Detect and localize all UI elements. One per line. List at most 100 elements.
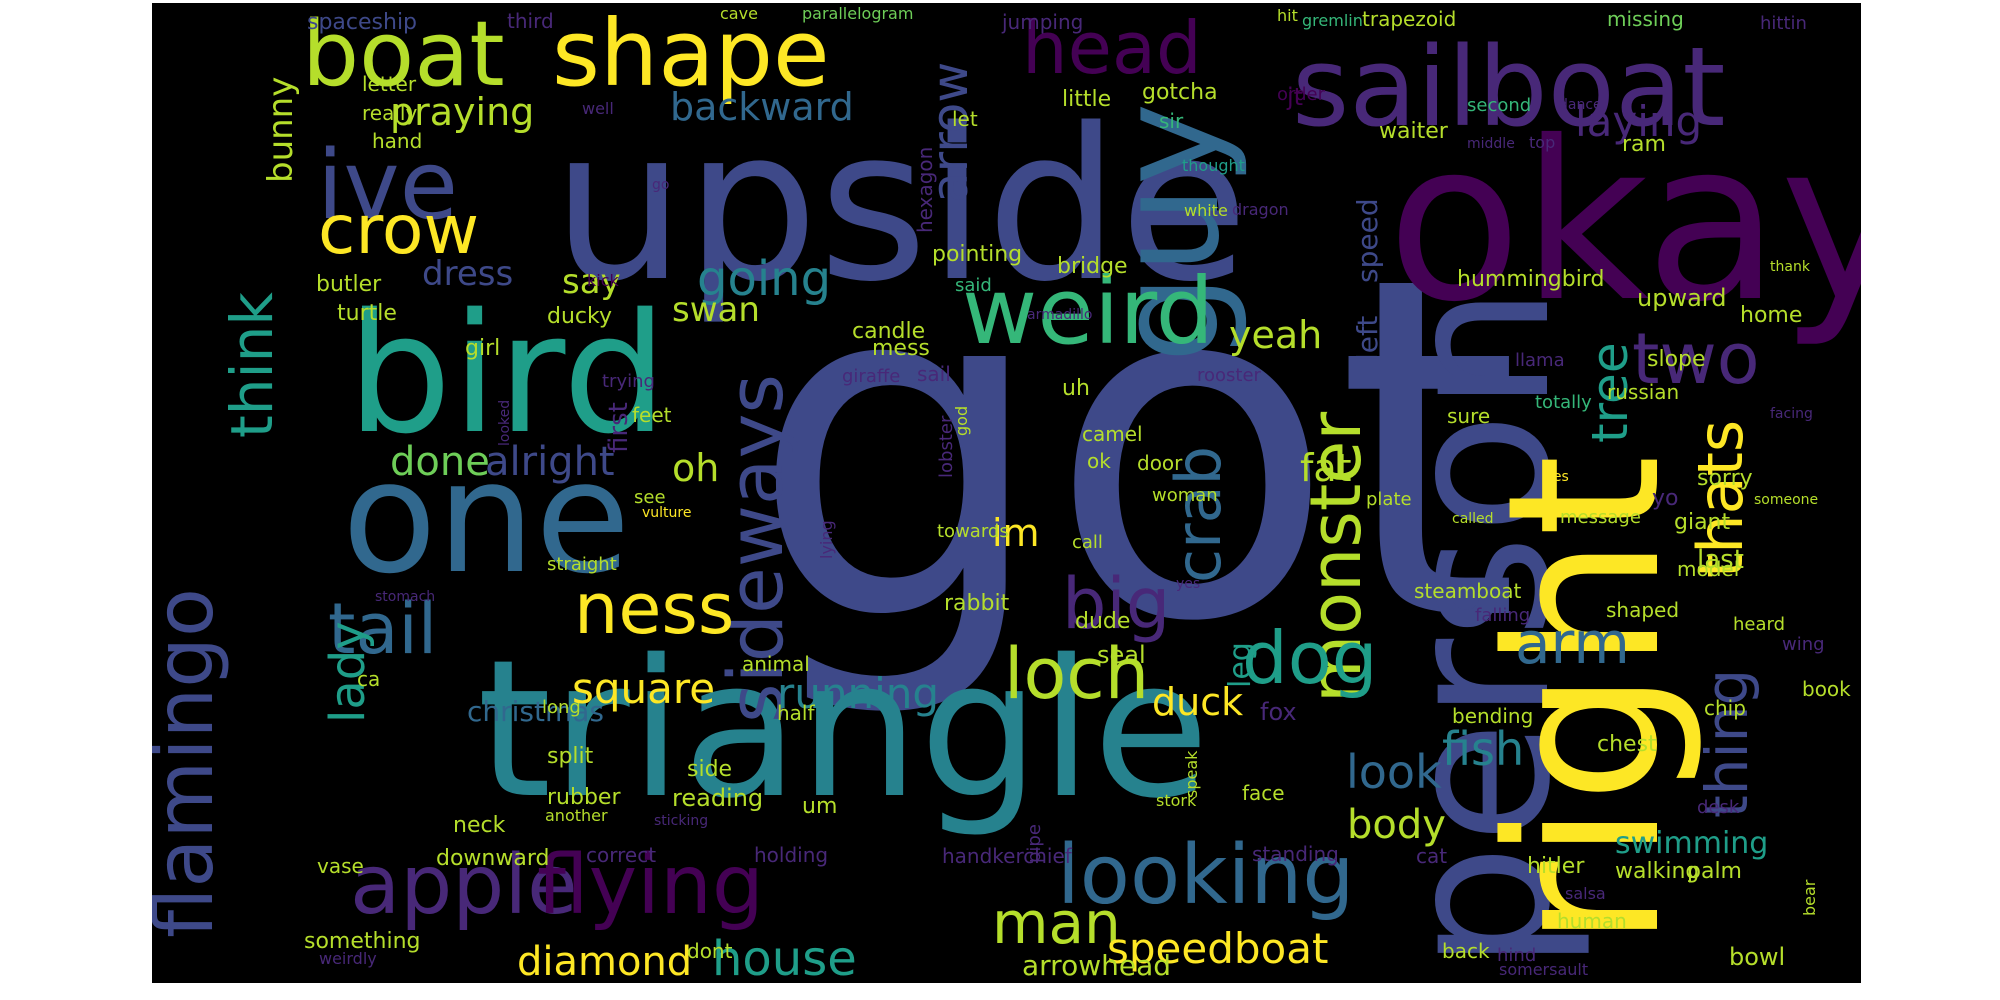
word-rooster: rooster: [1197, 365, 1262, 386]
word-running: running: [777, 669, 939, 718]
word-alright: alright: [485, 439, 615, 485]
word-girl: girl: [465, 336, 500, 361]
word-lobster: lobster: [936, 415, 957, 478]
word-falling: falling: [1475, 605, 1530, 626]
word-last: last: [1697, 545, 1744, 575]
word-ram: ram: [1622, 132, 1666, 157]
word-wing: wing: [1782, 634, 1825, 655]
word-looked: looked: [497, 400, 513, 446]
word-camel: camel: [1082, 422, 1143, 446]
word-dress: dress: [422, 254, 513, 294]
word-sail: sail: [917, 362, 951, 386]
word-llama: llama: [1515, 350, 1565, 371]
word-gotcha: gotcha: [1142, 80, 1218, 105]
word-fat: fat: [1300, 446, 1352, 490]
word-lying: lying: [817, 520, 836, 559]
word-big: big: [1062, 563, 1170, 645]
word-something: something: [304, 929, 420, 954]
word-chest: chest: [1597, 732, 1657, 757]
word-god: god: [952, 406, 971, 436]
word-loch: loch: [1004, 633, 1149, 715]
word-thought: thought: [1182, 156, 1245, 175]
word-yes: yes: [1176, 576, 1200, 592]
word-crow: crow: [318, 191, 479, 270]
word-square: square: [572, 664, 715, 713]
word-slope: slope: [1647, 347, 1706, 372]
word-yo: yo: [1652, 486, 1678, 511]
word-one: one: [342, 427, 630, 608]
word-upward: upward: [1637, 284, 1726, 312]
word-human: human: [1557, 909, 1627, 933]
word-pointing: pointing: [932, 242, 1022, 267]
word-rubber: rubber: [547, 785, 621, 810]
word-laying: laying: [1575, 97, 1702, 146]
word-stork: stork: [1156, 791, 1197, 810]
word-yeah: yeah: [1229, 313, 1322, 357]
word-third: third: [507, 9, 554, 33]
word-straight: straight: [547, 554, 617, 575]
word-two: two: [1632, 318, 1760, 400]
word-cloud-canvas: got triangle upside person okay right bird one g…: [152, 3, 1861, 983]
word-um: um: [802, 794, 837, 819]
word-seal: seal: [1097, 641, 1146, 669]
word-weird: weird: [962, 258, 1214, 365]
word-sideways: sideways: [711, 374, 800, 723]
word-shaped: shaped: [1606, 598, 1679, 622]
word-hes: hes: [1544, 469, 1569, 485]
word-thats: thats: [1684, 420, 1757, 578]
word-swimming: swimming: [1615, 826, 1768, 861]
word-let: let: [952, 107, 978, 131]
word-order: order: [1277, 84, 1326, 105]
word-fish: fish: [1442, 722, 1524, 776]
word-speedboat: speedboat: [1107, 924, 1328, 973]
word-hand: hand: [372, 129, 422, 153]
word-dude: dude: [1075, 609, 1130, 634]
word-jumping: jumping: [1001, 10, 1083, 34]
word-bridge: bridge: [1057, 254, 1128, 279]
word-totally: totally: [1535, 392, 1592, 413]
word-sir: sir: [1159, 109, 1184, 133]
word-candle: candle: [852, 319, 925, 344]
word-second: second: [1467, 95, 1531, 116]
word-bear: bear: [1800, 879, 1819, 916]
word-ive: ive: [317, 131, 458, 241]
word-correct: correct: [586, 843, 656, 867]
word-desk: desk: [1697, 797, 1740, 818]
word-speed: speed: [1351, 198, 1384, 283]
word-somersault: somersault: [1499, 960, 1588, 979]
word-waiter: waiter: [1379, 119, 1449, 144]
word-arm: arm: [1515, 609, 1630, 677]
word-body: body: [1347, 802, 1446, 848]
word-little: little: [1062, 87, 1111, 112]
word-back: back: [1442, 939, 1490, 963]
word-looking: looking: [1057, 828, 1354, 923]
word-dog: dog: [1242, 616, 1377, 700]
word-walking: walking: [1615, 859, 1699, 884]
word-reading: reading: [672, 784, 763, 812]
word-flamingo: flamingo: [152, 588, 231, 938]
word-lady: lady: [320, 621, 376, 723]
word-side: side: [687, 757, 732, 782]
word-bending: bending: [1452, 704, 1533, 728]
word-guy: guy: [1088, 103, 1251, 363]
word-vulture: vulture: [642, 505, 691, 521]
word-got: got: [750, 177, 1520, 724]
word-hexagon: hexagon: [913, 147, 937, 233]
word-said: said: [955, 275, 992, 296]
word-home: home: [1740, 303, 1802, 328]
word-person: person: [1362, 285, 1595, 971]
word-look: look: [1346, 745, 1442, 799]
word-bird: bird: [347, 278, 667, 470]
word-message: message: [1560, 507, 1641, 528]
word-facing: facing: [1770, 406, 1813, 422]
word-going: going: [697, 251, 831, 307]
word-palm: palm: [1687, 859, 1742, 884]
word-crab: crab: [1162, 446, 1235, 583]
word-chip: chip: [1704, 696, 1746, 720]
word-oh: oh: [672, 446, 719, 490]
word-speak: speak: [1182, 750, 1201, 798]
word-animal: animal: [742, 652, 810, 676]
word-sailboat: sailboat: [1292, 23, 1726, 151]
word-triangle: triangle: [477, 619, 1210, 840]
